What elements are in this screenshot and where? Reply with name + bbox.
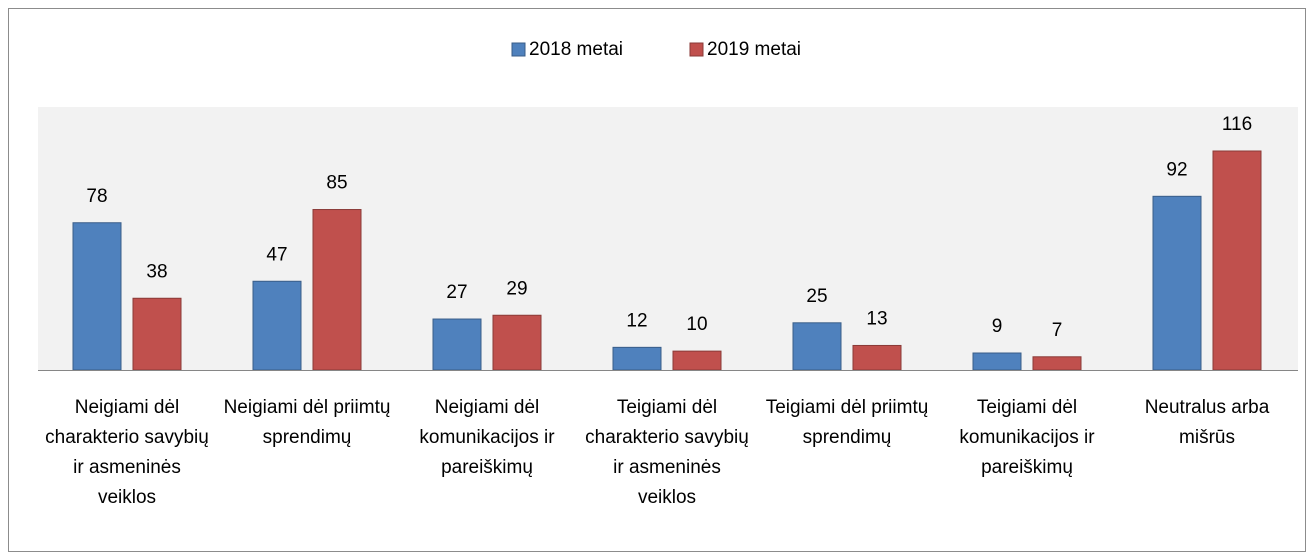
legend-swatch — [511, 42, 526, 57]
bar — [672, 350, 722, 371]
bar — [492, 314, 542, 371]
legend-label: 2019 metai — [707, 39, 801, 60]
legend-swatch — [689, 42, 704, 57]
x-tick-label: Neigiami dėl charakterio savybių ir asme… — [45, 397, 209, 508]
x-tick-label: Neigiami dėl priimtų sprendimų — [223, 397, 391, 448]
bar — [612, 346, 662, 371]
bar — [252, 280, 302, 371]
x-tick-label: Teigiami dėl komunikacijos ir pareiškimų — [959, 397, 1095, 478]
x-tick-label: Neutralus arba mišrūs — [1144, 397, 1270, 448]
data-label: 78 — [86, 186, 107, 207]
data-label: 7 — [1052, 320, 1063, 341]
x-tick-label: Teigiami dėl charakterio savybių ir asme… — [585, 397, 749, 508]
bar — [1152, 195, 1202, 371]
x-tick-label: Teigiami dėl priimtų sprendimų — [765, 397, 929, 448]
data-label: 25 — [806, 286, 827, 307]
data-label: 29 — [506, 278, 527, 299]
bar — [852, 344, 902, 371]
bar — [1212, 150, 1262, 371]
data-label: 92 — [1166, 159, 1187, 180]
data-label: 13 — [866, 308, 887, 329]
bar — [792, 322, 842, 371]
data-label: 12 — [626, 310, 647, 331]
bar — [972, 352, 1022, 371]
bar — [312, 209, 362, 371]
legend-label: 2018 metai — [529, 39, 623, 60]
bar — [72, 222, 122, 371]
data-label: 9 — [992, 316, 1003, 337]
x-tick-label: Neigiami dėl komunikacijos ir pareiškimų — [419, 397, 555, 478]
bar — [1032, 356, 1082, 371]
data-label: 47 — [266, 244, 287, 265]
data-label: 116 — [1222, 114, 1252, 135]
bar — [132, 297, 182, 371]
bar — [432, 318, 482, 371]
data-label: 38 — [146, 261, 167, 282]
data-label: 27 — [446, 282, 467, 303]
data-label: 10 — [686, 314, 707, 335]
plot-area — [38, 107, 1298, 370]
data-label: 85 — [326, 173, 347, 194]
